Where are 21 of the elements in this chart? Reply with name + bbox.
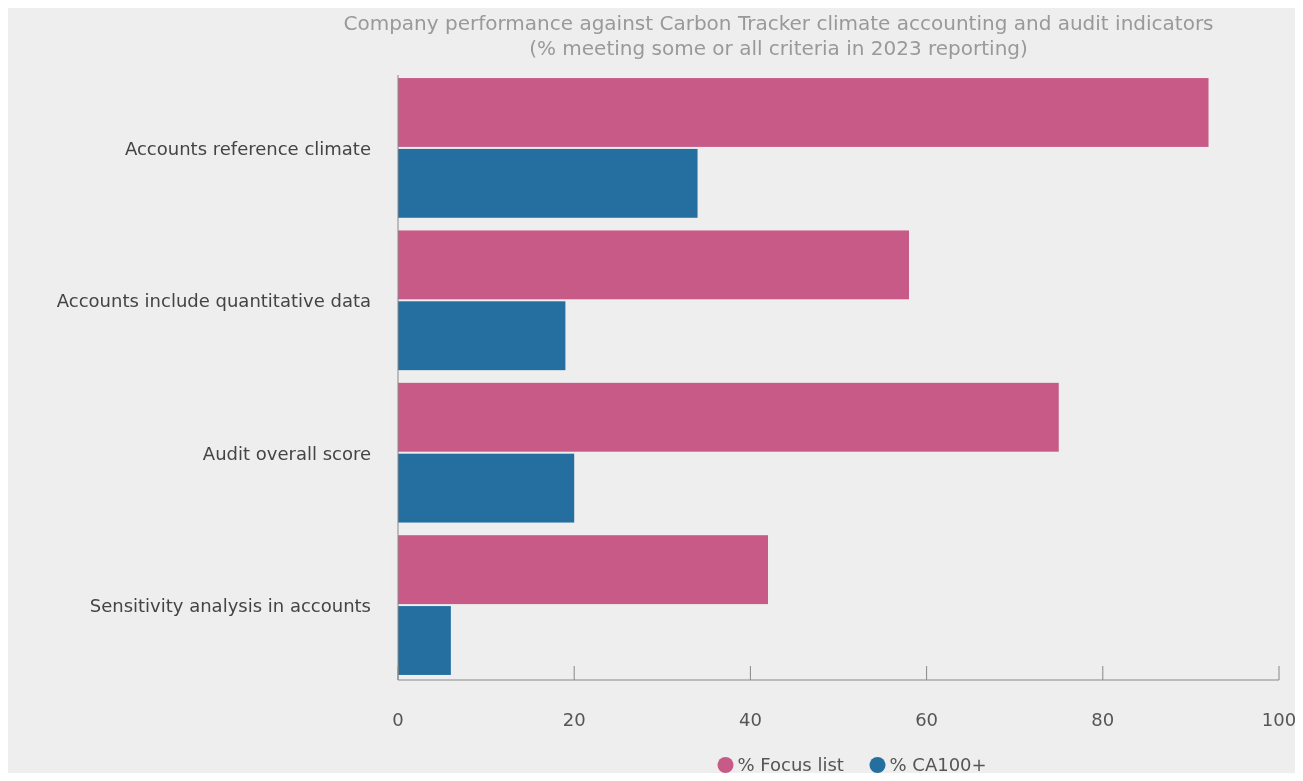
bar <box>398 606 451 675</box>
chart-title: Company performance against Carbon Tracker climate accounting and audit indicators (% meeting some or all criteria in 2023 reporting) <box>343 11 1214 60</box>
y-tick-label: Accounts include quantitative data <box>56 290 371 312</box>
y-tick-label: Accounts reference climate <box>124 137 371 159</box>
x-tick-label: 20 <box>562 709 586 730</box>
bar <box>398 535 769 605</box>
bar <box>398 148 698 218</box>
legend-label: % Focus list <box>737 754 844 775</box>
x-tick-label: 0 <box>392 709 404 730</box>
x-tick-label: 60 <box>915 709 939 730</box>
y-tick-label: Sensitivity analysis in accounts <box>89 595 371 617</box>
bar <box>398 301 566 371</box>
bar <box>398 453 575 523</box>
bar <box>398 78 1209 147</box>
x-tick-label: 80 <box>1091 709 1115 730</box>
y-tick-label: Audit overall score <box>202 442 371 464</box>
legend-label: % CA100+ <box>889 754 987 775</box>
bar <box>398 230 909 300</box>
x-tick-label: 40 <box>738 709 762 730</box>
bar <box>398 382 1059 452</box>
x-tick-label: 100 <box>1261 709 1297 730</box>
